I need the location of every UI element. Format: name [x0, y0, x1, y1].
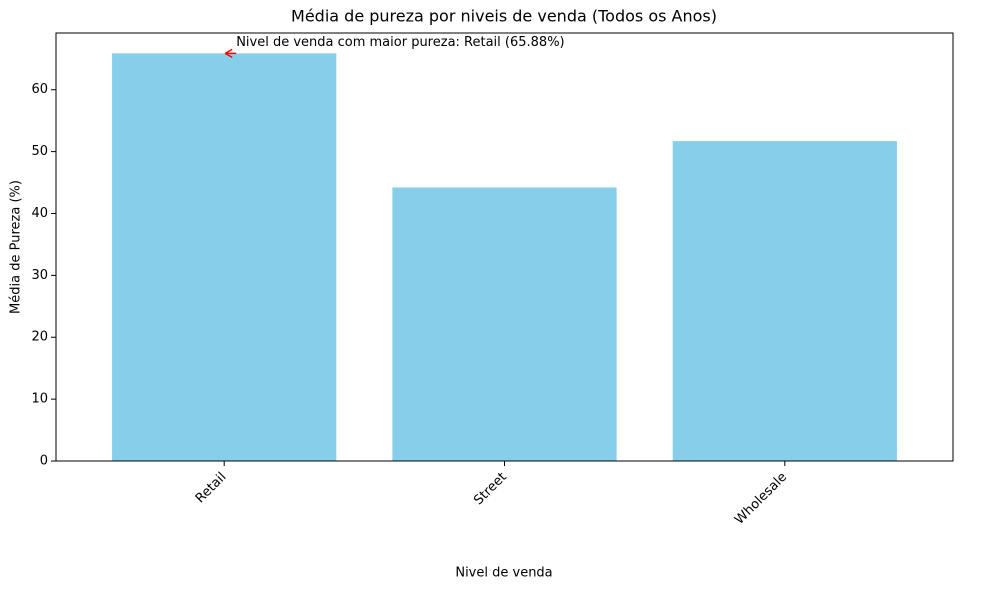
- y-tick-label: 0: [40, 454, 48, 469]
- y-tick-label: 30: [31, 268, 48, 283]
- y-axis-label: Média de Pureza (%): [9, 180, 24, 314]
- y-tick-label: 40: [31, 206, 48, 221]
- annotation: Nivel de venda com maior pureza: Retail …: [236, 35, 564, 50]
- bar: [672, 141, 897, 461]
- x-axis-label: Nivel de venda: [455, 566, 552, 581]
- x-tick-label: Wholesale: [732, 470, 790, 528]
- x-tick-label: Street: [471, 470, 510, 509]
- chart-title: Média de pureza por niveis de venda (Tod…: [291, 7, 717, 26]
- bar: [392, 187, 617, 461]
- y-tick-label: 10: [31, 392, 48, 407]
- y-tick-label: 20: [31, 330, 48, 345]
- annotation-arrowhead: [224, 48, 233, 59]
- y-tick-label: 60: [31, 82, 48, 97]
- plot-frame: [55, 32, 954, 462]
- bar: [112, 53, 337, 461]
- y-tick-label: 50: [31, 144, 48, 159]
- x-tick-label: Retail: [193, 470, 230, 507]
